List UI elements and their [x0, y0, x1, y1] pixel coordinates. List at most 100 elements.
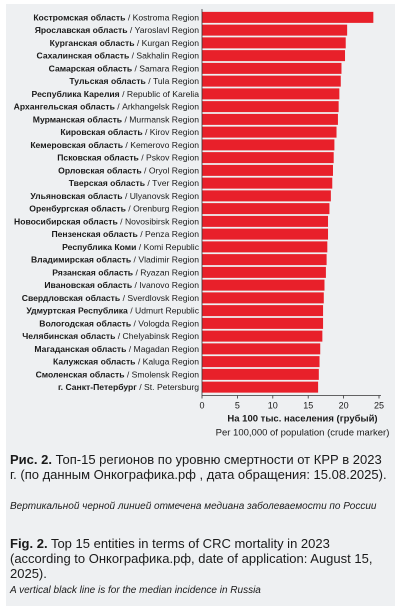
category-label-en: / Orenburg Region — [126, 204, 199, 214]
category-label: Республика Коми / Komi Republic — [62, 242, 200, 252]
category-label-ru: Псковская область — [57, 153, 139, 163]
category-label-en: / Yaroslavl Region — [128, 25, 200, 35]
category-labels: Костромская область / Kostroma Region Яро… — [14, 12, 200, 392]
bar — [202, 266, 326, 278]
category-label-ru: Самарская область — [49, 63, 132, 73]
category-label-en: / Republic of Karelia — [120, 89, 200, 99]
bar — [202, 356, 320, 368]
category-label-en: / Sakhalin Region — [129, 51, 199, 61]
category-label: Новосибирская область / Novosibirsk Regi… — [14, 216, 199, 226]
category-label-ru: г. Санкт-Петербург — [58, 382, 137, 392]
bar — [202, 75, 341, 87]
bar — [202, 113, 338, 125]
category-label-en: / Sverdlovsk Region — [120, 293, 199, 303]
category-label-en: / Magadan Region — [126, 344, 199, 354]
category-label: Вологодская область / Vologda Region — [39, 318, 199, 328]
category-label: Курганская область / Kurgan Region — [50, 38, 200, 48]
bar — [202, 330, 323, 342]
category-label-ru: Тверская область — [69, 178, 145, 188]
category-label: Рязанская область / Ryazan Region — [52, 267, 199, 277]
chart-panel: Костромская область / Kostroma Region Яро… — [6, 4, 395, 444]
category-label-ru: Архангельская область — [14, 102, 115, 112]
category-label-en: / Udmurt Republic — [128, 306, 200, 316]
bar — [202, 152, 334, 164]
x-tick-label: 0 — [199, 401, 204, 411]
category-label-ru: Челябинская область — [22, 331, 115, 341]
bar — [202, 37, 346, 49]
category-label-en: / Arkhangelsk Region — [115, 102, 199, 112]
category-label-en: / Kostroma Region — [125, 12, 199, 22]
category-label-ru: Свердловская область — [22, 293, 120, 303]
x-tick-label: 5 — [235, 401, 240, 411]
category-label: Сахалинская область / Sakhalin Region — [37, 51, 200, 61]
bar — [202, 368, 319, 380]
category-label-en: / Oryol Region — [142, 165, 200, 175]
bar — [202, 190, 331, 202]
category-label-ru: Ульяновская область — [30, 191, 122, 201]
bar — [202, 241, 328, 253]
category-label-en: / Novosibirsk Region — [118, 216, 199, 226]
bars — [202, 11, 374, 393]
category-label-en: / Smolensk Region — [124, 369, 199, 379]
category-label-en: / Tver Region — [145, 178, 199, 188]
category-label-ru: Удмуртская Республика — [26, 306, 128, 316]
category-label-en: / Pskov Region — [139, 153, 199, 163]
category-label: Псковская область / Pskov Region — [57, 153, 199, 163]
category-label-ru: Смоленская область — [36, 369, 125, 379]
bar — [202, 215, 329, 227]
category-label: Магаданская область / Magadan Region — [34, 344, 199, 354]
category-label: Тульская область / Tula Region — [69, 76, 199, 86]
category-label-ru: Республика Карелия — [32, 89, 120, 99]
category-label: Тверская область / Tver Region — [69, 178, 199, 188]
category-label-ru: Тульская область — [69, 76, 145, 86]
category-label-en: / Ryazan Region — [133, 267, 199, 277]
category-label: г. Санкт-Петербург / St. Petersburg — [58, 382, 199, 392]
bar — [202, 228, 329, 240]
x-tick-label: 15 — [303, 401, 313, 411]
category-label: Мурманская область / Murmansk Region — [33, 114, 199, 124]
category-label-en: / Vladimir Region — [131, 255, 199, 265]
bar — [202, 164, 333, 176]
bar — [202, 203, 330, 215]
caption-en-figure-number: Fig. 2. — [10, 536, 48, 551]
x-tick-label: 20 — [339, 401, 349, 411]
category-label: Оренбургская область / Orenburg Region — [29, 204, 199, 214]
category-label: Ульяновская область / Ulyanovsk Region — [30, 191, 199, 201]
category-label-en: / Kirov Region — [143, 127, 200, 137]
category-label-en: / Kurgan Region — [135, 38, 200, 48]
category-label-en: / Murmansk Region — [122, 114, 199, 124]
category-label-ru: Магаданская область — [34, 344, 126, 354]
x-axis-label-ru: На 100 тыс. населения (грубый) — [227, 414, 377, 425]
category-label: Свердловская область / Sverdlovsk Region — [22, 293, 199, 303]
category-label: Республика Карелия / Republic of Karelia — [32, 89, 200, 99]
caption-en-note: A vertical black line is for the median … — [10, 585, 261, 596]
category-label-en: / Tula Region — [146, 76, 199, 86]
category-label-en: / St. Petersburg — [137, 382, 199, 392]
bar — [202, 11, 374, 23]
bar — [202, 305, 324, 317]
bar — [202, 88, 340, 100]
category-label: Ярославская область / Yaroslavl Region — [35, 25, 199, 35]
bar — [202, 254, 327, 266]
category-label: Кемеровская область / Kemerovo Region — [30, 140, 199, 150]
category-label-ru: Вологодская область — [39, 318, 131, 328]
category-label-en: / Penza Region — [138, 229, 199, 239]
category-label: Самарская область / Samara Region — [49, 63, 200, 73]
category-label-en: / Kaluga Region — [135, 357, 199, 367]
category-label: Челябинская область / Chelyabinsk Region — [22, 331, 199, 341]
category-label-ru: Курганская область — [50, 38, 135, 48]
category-label-en: / Ivanovo Region — [132, 280, 199, 290]
bar — [202, 62, 342, 74]
category-label-ru: Костромская область — [33, 12, 125, 22]
bar — [202, 24, 348, 36]
x-tick-label: 25 — [374, 401, 384, 411]
category-label-ru: Республика Коми — [62, 242, 136, 252]
x-tick-label: 10 — [268, 401, 278, 411]
category-label: Костромская область / Kostroma Region — [33, 12, 199, 22]
caption-en-title: Top 15 entities in terms of CRC mortalit… — [10, 536, 373, 581]
bar — [202, 177, 333, 189]
category-label-ru: Сахалинская область — [37, 51, 130, 61]
category-label-ru: Калужская область — [53, 357, 135, 367]
category-label-ru: Кемеровская область — [30, 140, 123, 150]
category-label-en: / Komi Republic — [136, 242, 199, 252]
